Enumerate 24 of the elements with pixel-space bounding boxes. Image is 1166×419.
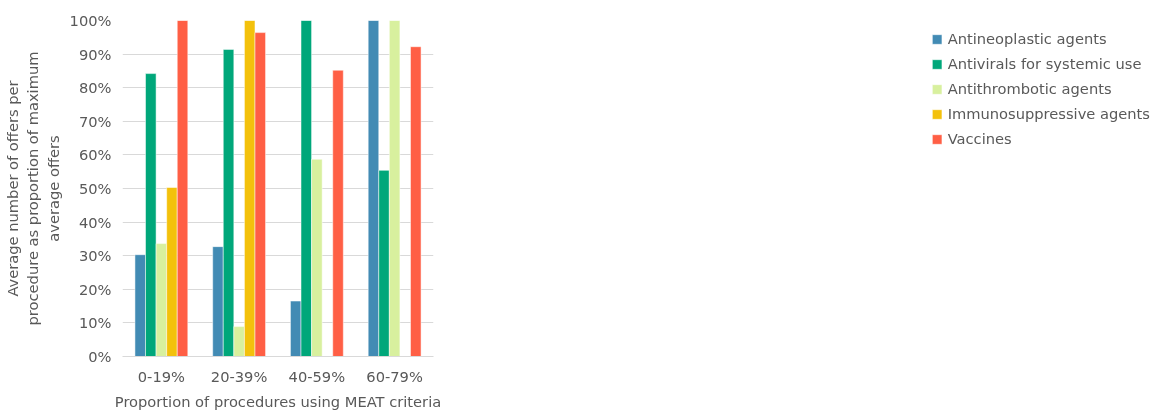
y-axis-title: Average number of offers per procedure as proportion of maximum average offers <box>3 51 62 326</box>
bar <box>332 69 344 357</box>
x-tick-label: 60-79% <box>366 367 423 385</box>
y-tick-label: 10% <box>78 314 112 332</box>
legend-label: Antineoplastic agents <box>947 30 1107 47</box>
x-axis-title: Proportion of procedures using MEAT criteria <box>114 392 442 410</box>
y-tick-label: 0% <box>88 348 112 365</box>
bar <box>410 46 422 357</box>
x-tick-label: 20-39% <box>210 367 268 385</box>
x-tick-label: 40-59% <box>288 367 346 385</box>
legend-label: Vaccines <box>947 130 1012 147</box>
y-tick-label: 100% <box>69 12 112 29</box>
x-tick-label: 0-19% <box>137 367 186 385</box>
y-tick-label: 70% <box>78 112 112 130</box>
y-tick-label: 60% <box>78 146 112 164</box>
y-tick-label: 30% <box>78 247 112 265</box>
y-tick-label: 80% <box>78 79 112 97</box>
legend-label: Antithrombotic agents <box>947 80 1112 97</box>
y-tick-label: 40% <box>78 213 112 231</box>
y-tick-label: 50% <box>78 180 112 197</box>
y-tick-label: 90% <box>78 45 112 63</box>
legend-label: Immunosuppressive agents <box>947 105 1150 122</box>
legend-label: Antivirals for systemic use <box>947 55 1142 72</box>
y-tick-label: 20% <box>78 280 112 298</box>
